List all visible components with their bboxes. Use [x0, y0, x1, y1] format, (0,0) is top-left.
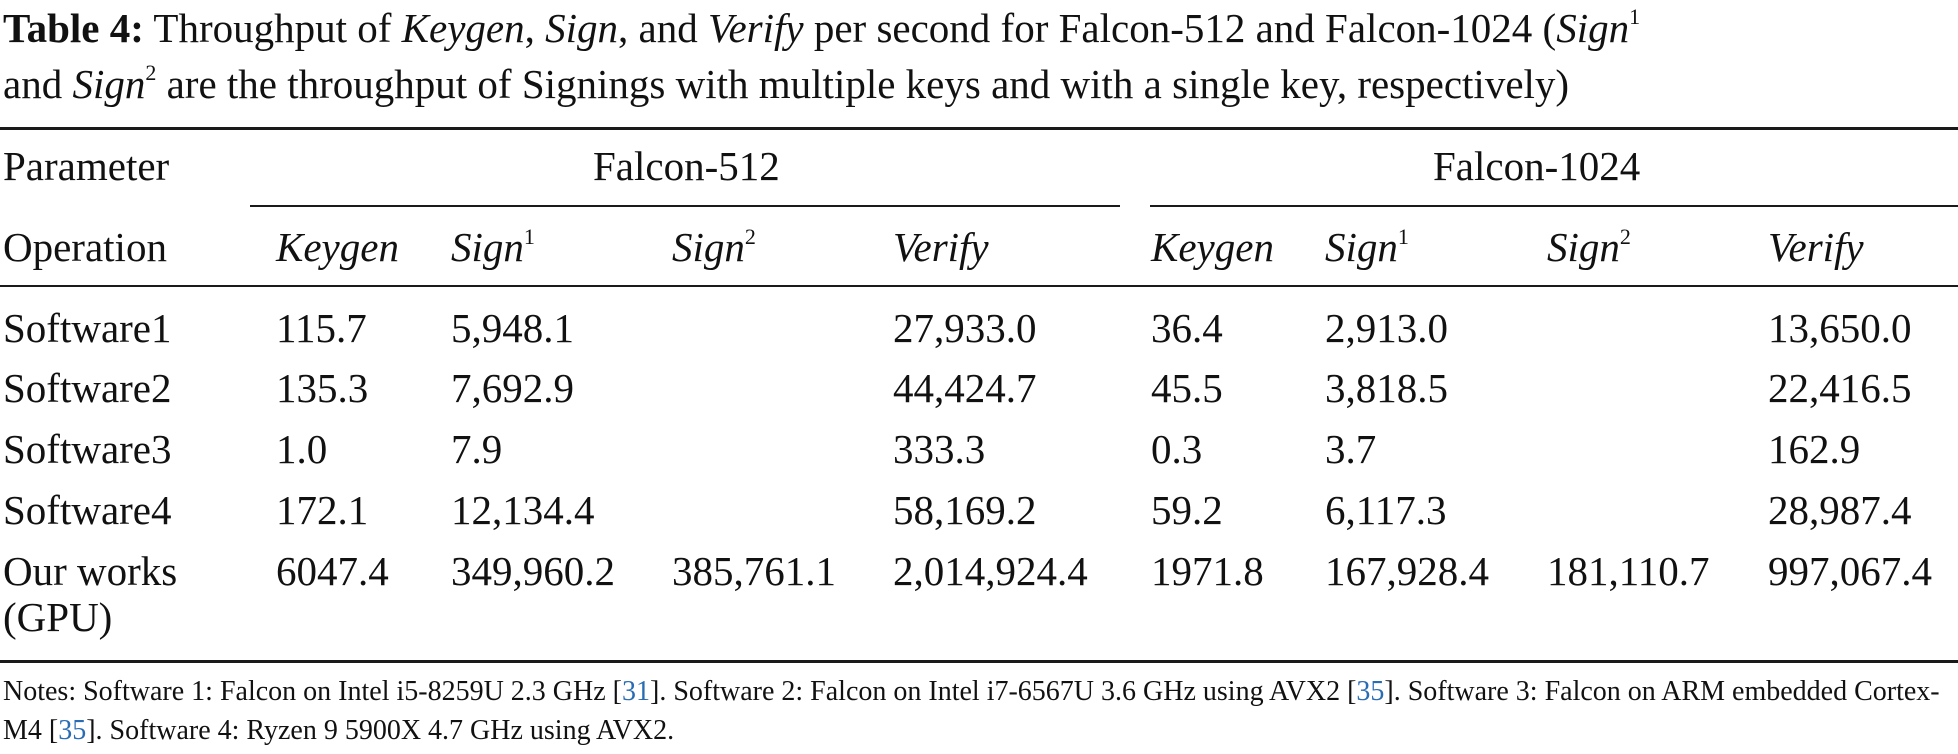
- table-cell: 13,650.0: [1768, 305, 1912, 351]
- column-header-sup: 1: [1397, 224, 1409, 249]
- top-rule: [0, 127, 1958, 130]
- table-cell: 997,067.4: [1768, 548, 1932, 594]
- table-cell: 2,913.0: [1325, 305, 1448, 351]
- citation-link[interactable]: 35: [58, 715, 87, 746]
- table-cell: 3.7: [1325, 426, 1377, 472]
- table-cell: 167,928.4: [1325, 548, 1489, 594]
- parameter-label: Parameter: [3, 143, 170, 189]
- table-cell: 45.5: [1151, 365, 1223, 411]
- caption-sup-1: 1: [1629, 4, 1641, 29]
- table-cell: 59.2: [1151, 487, 1223, 533]
- table-cell: 22,416.5: [1768, 365, 1912, 411]
- table-cell: 28,987.4: [1768, 487, 1912, 533]
- group2-underline: [1150, 205, 1958, 207]
- table-cell: 172.1: [276, 487, 369, 533]
- caption-text: per second for Falcon-512 and Falcon-102…: [813, 5, 1557, 51]
- table-cell: 6047.4: [276, 548, 389, 594]
- caption-line-2: and Sign2 are the throughput of Signings…: [3, 56, 1955, 112]
- column-header-sup: 1: [523, 224, 535, 249]
- table-cell: 2,014,924.4: [893, 548, 1088, 594]
- notes-text: Notes: Software 1: Falcon on Intel i5-82…: [3, 676, 622, 707]
- table-cell: 7.9: [451, 426, 503, 472]
- row-label: Our works: [3, 548, 178, 594]
- row-label: Software2: [3, 365, 172, 411]
- table-cell: 7,692.9: [451, 365, 574, 411]
- table-cell: 135.3: [276, 365, 369, 411]
- group-falcon-512: Falcon-512: [593, 143, 780, 189]
- caption-text: Throughput of: [153, 5, 392, 51]
- column-header-sup: 2: [1619, 224, 1631, 249]
- table-cell: 115.7: [276, 305, 367, 351]
- column-header-name: Sign: [451, 224, 524, 270]
- caption-line-1: Table 4: Throughput of Keygen, Sign, and…: [3, 0, 1955, 56]
- caption-sign: Sign: [545, 5, 619, 51]
- row-label: Software1: [3, 305, 172, 351]
- column-header-name: Sign: [1325, 224, 1398, 270]
- notes-text: ]. Software 4: Ryzen 9 5900X 4.7 GHz usi…: [86, 715, 675, 746]
- table-cell: 1971.8: [1151, 548, 1264, 594]
- table-cell: 349,960.2: [451, 548, 615, 594]
- row-label-line-2: (GPU): [3, 594, 113, 640]
- operation-label: Operation: [3, 224, 167, 270]
- caption-sup-2: 2: [145, 60, 157, 85]
- caption-text: are the throughput of Signings with mult…: [166, 61, 1570, 107]
- caption-sign-2: Sign: [72, 61, 146, 107]
- table-cell: 27,933.0: [893, 305, 1037, 351]
- citation-link[interactable]: 31: [622, 676, 650, 707]
- citation-link[interactable]: 35: [1356, 676, 1385, 707]
- column-header: Sign1: [1325, 224, 1409, 270]
- column-header: Sign2: [1547, 224, 1631, 270]
- table-cell: 0.3: [1151, 426, 1203, 472]
- table-cell: 6,117.3: [1325, 487, 1447, 533]
- group-falcon-1024: Falcon-1024: [1433, 143, 1641, 189]
- caption-verify: Verify: [707, 5, 804, 51]
- column-header: Verify: [893, 224, 989, 270]
- table-cell: 333.3: [893, 426, 986, 472]
- column-header: Verify: [1768, 224, 1864, 270]
- caption-text: , and: [618, 5, 698, 51]
- table-cell: 1.0: [276, 426, 328, 472]
- table-cell: 181,110.7: [1547, 548, 1710, 594]
- column-header: Sign2: [672, 224, 756, 270]
- column-header-name: Verify: [893, 224, 989, 270]
- column-header-name: Keygen: [1151, 224, 1274, 270]
- table-cell: 44,424.7: [893, 365, 1037, 411]
- column-header-name: Sign: [1547, 224, 1620, 270]
- column-header: Sign1: [451, 224, 535, 270]
- caption-sign-1: Sign: [1556, 5, 1630, 51]
- table-cell: 36.4: [1151, 305, 1223, 351]
- column-header-sup: 2: [744, 224, 756, 249]
- column-header-name: Keygen: [276, 224, 399, 270]
- table-notes: Notes: Software 1: Falcon on Intel i5-82…: [3, 672, 1955, 750]
- header-rule: [0, 285, 1958, 287]
- table-cell: 385,761.1: [672, 548, 836, 594]
- caption-label: Table 4:: [3, 5, 144, 51]
- table-cell: 162.9: [1768, 426, 1861, 472]
- notes-text: ]. Software 2: Falcon on Intel i7-6567U …: [650, 676, 1357, 707]
- caption-comma: ,: [524, 5, 535, 51]
- table-cell: 58,169.2: [893, 487, 1037, 533]
- row-label: Software3: [3, 426, 172, 472]
- table-cell: 3,818.5: [1325, 365, 1448, 411]
- notes-text: ]. Software 3: Falcon on ARM embedded Co…: [3, 676, 1940, 746]
- caption-keygen: Keygen: [401, 5, 525, 51]
- group1-underline: [250, 205, 1120, 207]
- row-label: Software4: [3, 487, 172, 533]
- table-caption: Table 4: Throughput of Keygen, Sign, and…: [3, 0, 1955, 112]
- bottom-rule: [0, 660, 1958, 663]
- column-header-name: Sign: [672, 224, 745, 270]
- table-cell: 5,948.1: [451, 305, 574, 351]
- column-header-name: Verify: [1768, 224, 1864, 270]
- caption-text: and: [3, 61, 63, 107]
- column-header: Keygen: [1151, 224, 1274, 270]
- column-header: Keygen: [276, 224, 399, 270]
- table-cell: 12,134.4: [451, 487, 595, 533]
